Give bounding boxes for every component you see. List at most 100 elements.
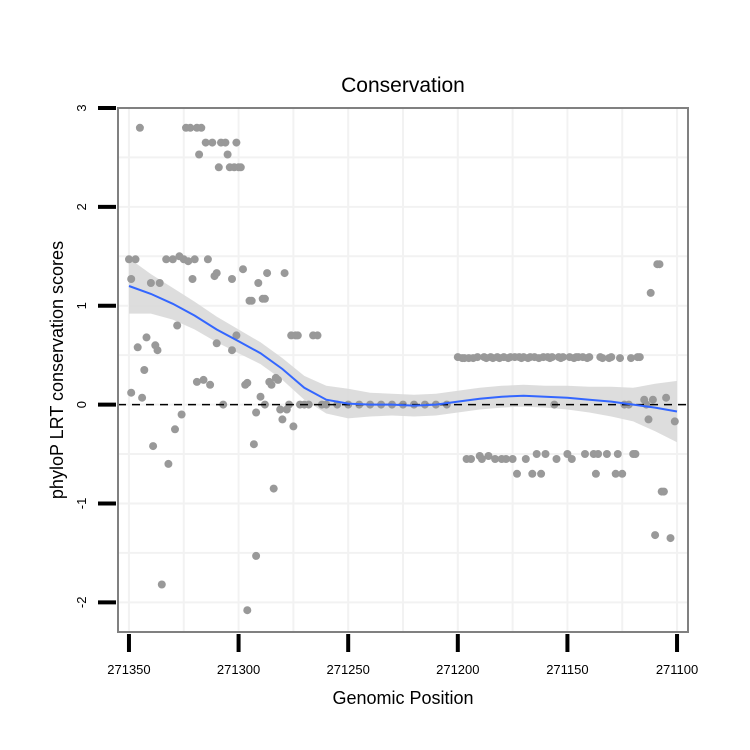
- data-point: [484, 452, 493, 460]
- data-point: [243, 378, 252, 387]
- data-point: [155, 279, 164, 287]
- data-point: [188, 275, 197, 283]
- data-point: [581, 450, 589, 458]
- y-tick-label: 1: [74, 302, 89, 309]
- x-tick-label: 271350: [107, 662, 150, 677]
- data-point: [162, 255, 171, 264]
- data-point: [616, 354, 624, 363]
- data-point: [594, 450, 603, 458]
- data-point: [184, 257, 193, 266]
- y-tick-label: 3: [74, 104, 89, 111]
- data-point: [598, 354, 607, 363]
- data-point: [212, 269, 221, 278]
- data-point: [508, 455, 517, 463]
- data-point: [607, 353, 616, 362]
- data-point: [655, 260, 664, 269]
- x-tick-label: 271100: [656, 662, 698, 677]
- data-point: [513, 469, 521, 478]
- data-point: [153, 346, 162, 355]
- data-point: [192, 377, 201, 386]
- data-point: [125, 255, 133, 264]
- data-point: [127, 275, 136, 283]
- x-axis: 271350 271300 271250 271200 271150 271100: [107, 634, 698, 677]
- data-point: [173, 321, 182, 330]
- data-point: [644, 415, 653, 424]
- data-point: [249, 440, 258, 449]
- data-point: [149, 442, 158, 451]
- data-point: [146, 279, 155, 287]
- data-point: [247, 296, 256, 305]
- data-point: [278, 415, 287, 424]
- data-point: [232, 138, 241, 147]
- data-point: [528, 469, 537, 478]
- data-point: [201, 138, 210, 147]
- data-point: [131, 255, 140, 264]
- x-tick-label: 271250: [326, 662, 369, 677]
- x-axis-title: Genomic Position: [332, 688, 473, 708]
- y-tick-label: -1: [74, 498, 89, 510]
- data-point: [171, 425, 179, 434]
- y-tick-label: -2: [74, 597, 89, 609]
- data-point: [269, 484, 278, 493]
- data-point: [208, 138, 217, 147]
- data-point: [491, 455, 500, 463]
- data-point: [602, 450, 611, 458]
- data-point: [635, 353, 644, 362]
- data-point: [467, 455, 475, 463]
- data-point: [254, 279, 263, 287]
- data-point: [228, 275, 236, 283]
- data-point: [552, 455, 561, 463]
- grid-lines: [118, 108, 688, 632]
- data-point: [659, 487, 668, 496]
- loess-fit-group: [128, 285, 678, 413]
- data-point: [164, 459, 173, 468]
- data-point: [651, 531, 660, 540]
- loess-fit-line: [128, 285, 678, 413]
- data-point: [313, 331, 322, 340]
- data-point: [280, 269, 289, 278]
- x-tick-label: 271200: [436, 662, 479, 677]
- x-tick-label: 271150: [546, 662, 588, 677]
- data-point: [537, 469, 546, 478]
- y-tick-label: 2: [74, 203, 89, 210]
- data-point: [304, 400, 313, 409]
- data-point: [670, 417, 679, 426]
- data-point: [532, 450, 541, 458]
- data-point: [190, 255, 199, 264]
- data-point: [133, 343, 142, 352]
- data-point: [289, 422, 298, 431]
- data-point: [214, 163, 223, 172]
- data-point: [252, 551, 261, 560]
- data-point: [662, 393, 671, 402]
- data-point: [293, 331, 302, 340]
- data-point: [177, 410, 186, 419]
- data-point: [666, 534, 675, 543]
- data-point: [186, 123, 195, 132]
- data-point: [199, 375, 208, 384]
- data-point: [239, 265, 247, 274]
- chart-title: Conservation: [341, 74, 465, 97]
- data-point: [274, 375, 282, 384]
- data-point: [502, 455, 510, 463]
- data-point: [203, 255, 212, 264]
- data-point: [243, 606, 252, 615]
- panel-border-group: [117, 107, 689, 633]
- data-point: [168, 255, 177, 264]
- data-point: [138, 393, 147, 402]
- data-point: [228, 346, 236, 355]
- data-point: [135, 123, 144, 132]
- data-point: [567, 455, 576, 463]
- data-point: [473, 353, 482, 362]
- data-point: [267, 380, 276, 389]
- data-point: [648, 395, 657, 404]
- data-point: [646, 288, 655, 297]
- data-point: [232, 331, 241, 340]
- data-point: [585, 353, 594, 362]
- data-point: [263, 269, 272, 278]
- data-point: [559, 353, 567, 362]
- data-point: [157, 580, 166, 589]
- data-point: [260, 294, 269, 303]
- data-point: [140, 366, 149, 374]
- data-point: [221, 138, 230, 147]
